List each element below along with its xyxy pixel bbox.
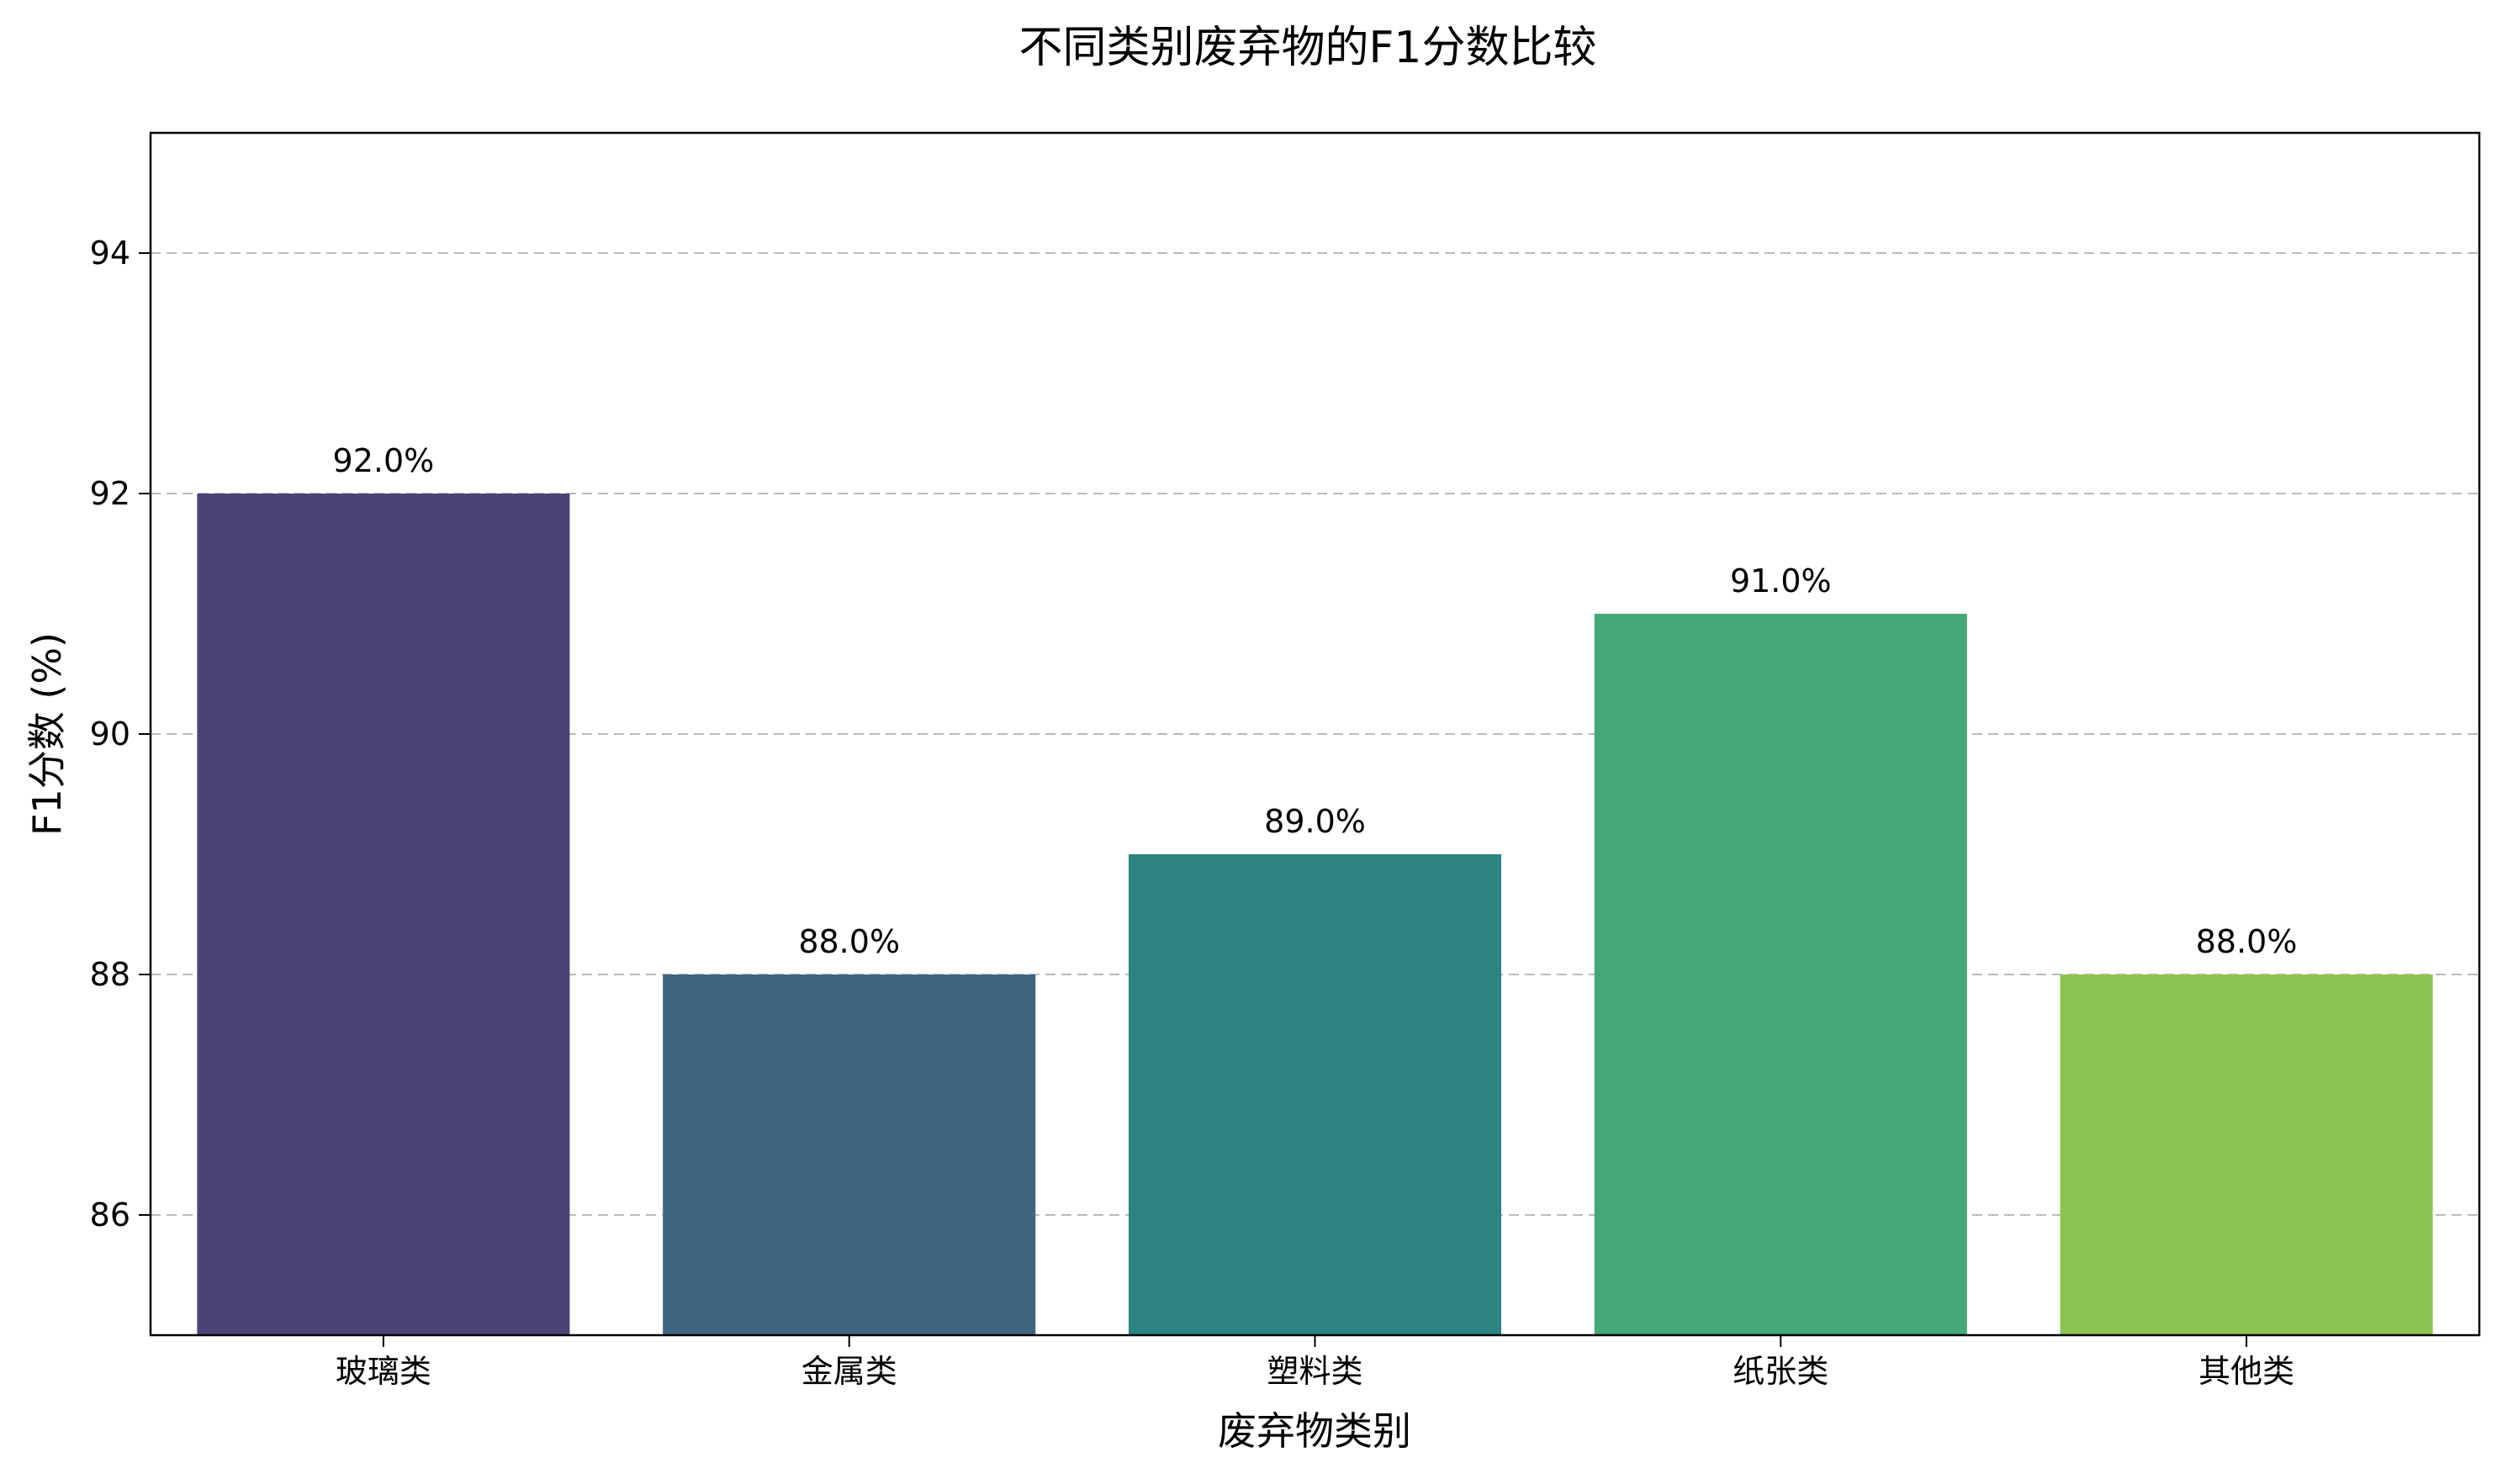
bars [197, 494, 2433, 1335]
y-tick-label: 94 [90, 235, 130, 272]
data-label: 88.0% [798, 923, 900, 960]
bar-1 [197, 494, 570, 1335]
x-tick-label: 纸张类 [1733, 1353, 1828, 1390]
bar-3 [1128, 854, 1502, 1335]
data-label: 89.0% [1264, 803, 1366, 840]
bar-4 [1594, 614, 1967, 1335]
chart-title: 不同类别废弃物的F1分数比较 [1019, 23, 1597, 73]
data-label: 91.0% [1730, 562, 1832, 599]
bar-2 [663, 974, 1036, 1335]
x-tick-label: 玻璃类 [336, 1353, 431, 1390]
y-tick-label: 86 [90, 1196, 130, 1233]
x-tick-label: 其他类 [2198, 1353, 2294, 1390]
data-labels: 92.0% 88.0% 89.0% 91.0% 88.0% [333, 442, 2298, 960]
data-label: 92.0% [333, 442, 435, 479]
x-axis-title: 废弃物类别 [1218, 1408, 1411, 1454]
y-tick-label: 92 [90, 475, 130, 512]
bar-5 [2060, 974, 2433, 1335]
x-tick-label: 金属类 [801, 1353, 897, 1390]
x-tick-label: 塑料类 [1267, 1353, 1362, 1390]
x-axis-ticks: 玻璃类 金属类 塑料类 纸张类 其他类 [336, 1335, 2294, 1390]
y-tick-label: 88 [90, 956, 130, 993]
y-axis-title: F1分数 (%) [24, 632, 70, 836]
data-label: 88.0% [2196, 923, 2298, 960]
y-tick-label: 90 [90, 716, 130, 753]
y-axis-ticks: 86 88 90 92 94 [90, 235, 151, 1233]
